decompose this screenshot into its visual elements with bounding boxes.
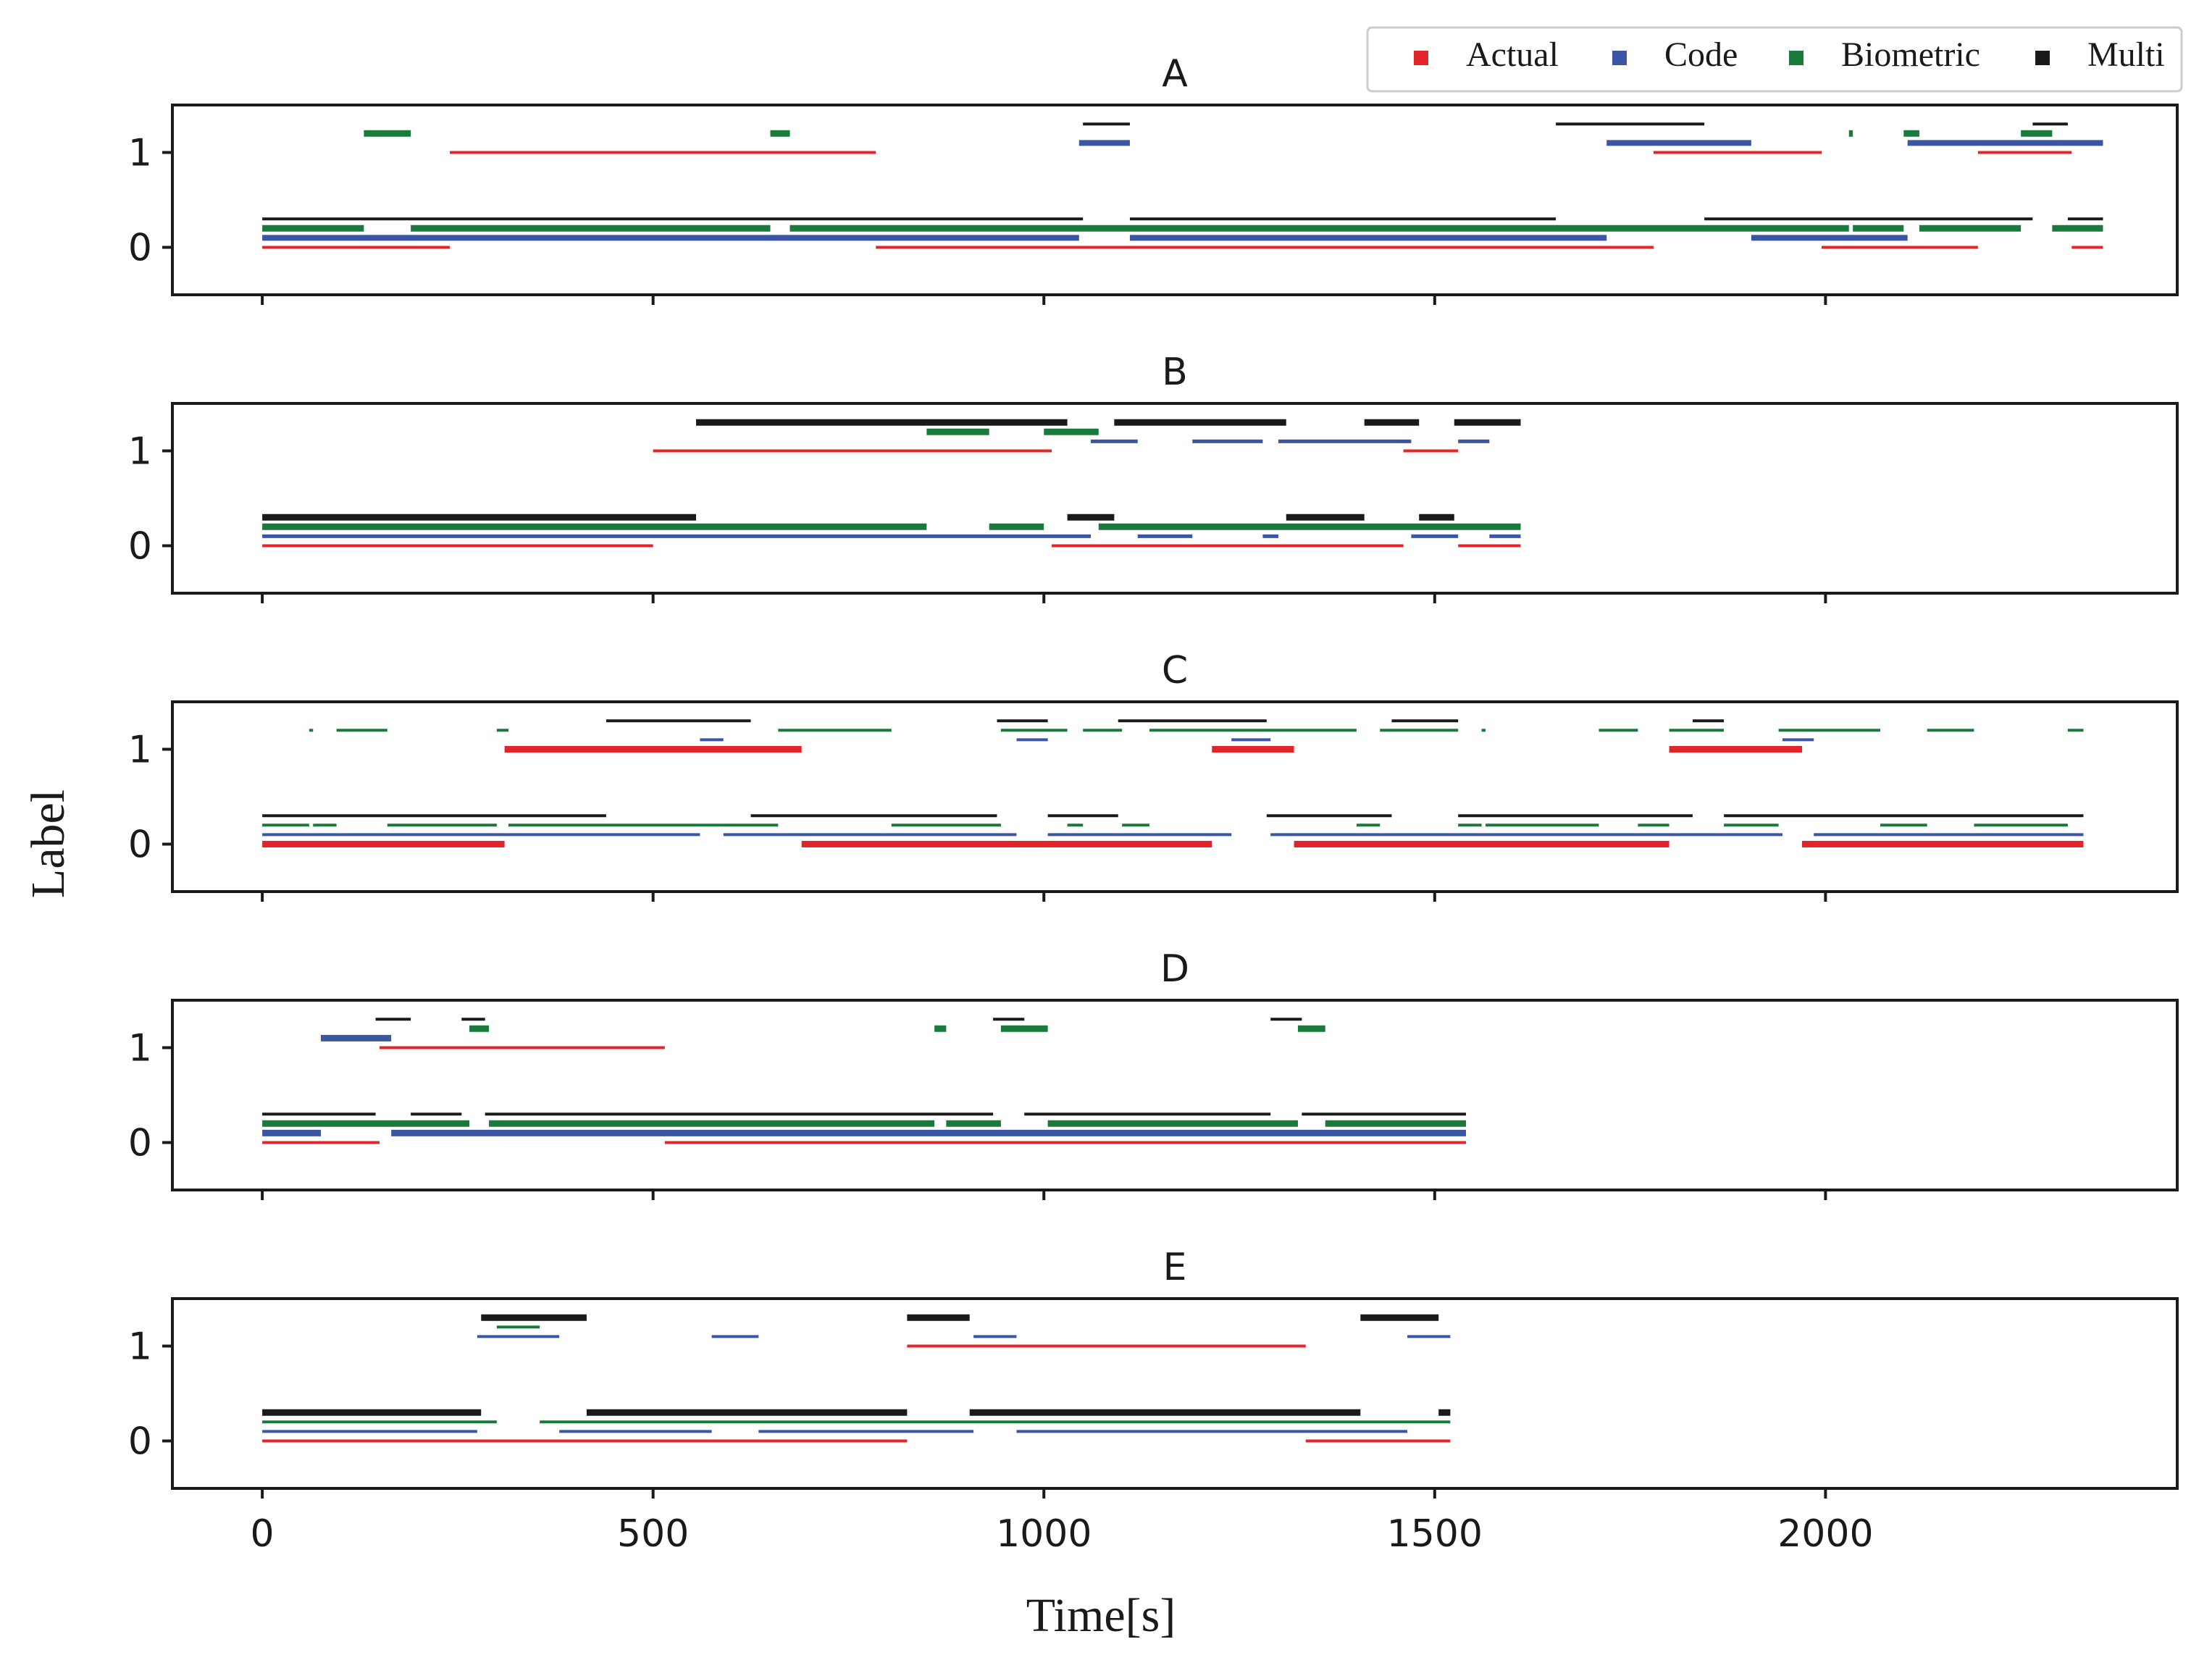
x-tick-label: 1000 xyxy=(996,1512,1092,1556)
panel-E: E 0 1 0 500 1000 1500 2000 xyxy=(128,1246,2179,1556)
series-actual xyxy=(262,151,2103,249)
panel-B: B 0 1 xyxy=(128,351,2179,603)
series-actual xyxy=(262,1046,1466,1144)
series-code xyxy=(262,140,2103,241)
x-tick-label: 0 xyxy=(251,1512,275,1556)
y-tick-label: 0 xyxy=(128,525,152,569)
x-tick-label: 2000 xyxy=(1777,1512,1873,1556)
panel-title: D xyxy=(1160,947,1189,991)
y-tick-label: 1 xyxy=(128,132,152,175)
legend-swatch xyxy=(1414,51,1428,65)
legend-label: Multi xyxy=(2087,35,2165,74)
x-axis-label: Time[s] xyxy=(1026,1589,1176,1642)
y-tick-label: 0 xyxy=(128,1122,152,1165)
series-actual xyxy=(262,449,1521,548)
legend: Actual Code Biometric Multi xyxy=(1366,26,2183,93)
panel-title: C xyxy=(1162,649,1188,692)
panel-title: B xyxy=(1162,351,1188,394)
series-biometric xyxy=(262,729,2084,827)
panel-D: D 0 1 xyxy=(128,947,2179,1200)
x-tick-label: 500 xyxy=(617,1512,689,1556)
y-tick-label: 0 xyxy=(128,823,152,867)
x-tick-label: 1500 xyxy=(1387,1512,1483,1556)
series-multi xyxy=(262,1314,1451,1416)
series-multi xyxy=(262,1018,1466,1116)
panel-frame xyxy=(171,700,2179,893)
legend-entry: Code xyxy=(1612,35,1738,74)
legend-label: Code xyxy=(1664,35,1738,74)
y-axis-label: Label xyxy=(22,789,75,898)
legend-label: Actual xyxy=(1466,35,1559,74)
y-tick-label: 0 xyxy=(128,1420,152,1464)
panel-A: A 0 1 xyxy=(128,52,2179,305)
series-biometric xyxy=(262,130,2103,232)
series-multi xyxy=(262,122,2103,221)
legend-swatch xyxy=(1789,51,1803,65)
legend-swatch xyxy=(1612,51,1627,65)
panel-frame xyxy=(171,104,2179,296)
panels-layer: A 0 1 B 0 1 C 0 1 D 0 1 E 0 1 0 500 1000 1500 2000 xyxy=(128,52,2179,1556)
series-code xyxy=(262,738,2084,837)
series-actual xyxy=(262,746,2084,847)
series-code xyxy=(262,1034,1466,1136)
series-code xyxy=(262,1335,1451,1433)
panel-frame xyxy=(171,402,2179,595)
y-tick-label: 1 xyxy=(128,729,152,772)
series-actual xyxy=(262,1344,1451,1443)
y-tick-label: 1 xyxy=(128,1027,152,1070)
series-code xyxy=(262,439,1521,538)
y-tick-label: 1 xyxy=(128,430,152,474)
panel-title: A xyxy=(1162,52,1188,96)
panel-frame xyxy=(171,999,2179,1191)
legend-frame xyxy=(1366,26,2183,93)
legend-swatch xyxy=(2035,51,2050,65)
panel-title: E xyxy=(1163,1246,1187,1289)
legend-entry: Multi xyxy=(2035,35,2165,74)
series-biometric xyxy=(262,1325,1451,1424)
y-tick-label: 1 xyxy=(128,1325,152,1369)
legend-entry: Biometric xyxy=(1789,35,1980,74)
series-multi xyxy=(262,719,2084,818)
legend-entry: Actual xyxy=(1414,35,1559,74)
y-tick-label: 0 xyxy=(128,227,152,270)
series-biometric xyxy=(262,1025,1466,1127)
legend-label: Biometric xyxy=(1841,35,1980,74)
panel-frame xyxy=(171,1297,2179,1490)
panel-C: C 0 1 xyxy=(128,649,2179,902)
series-multi xyxy=(262,419,1521,521)
series-biometric xyxy=(262,428,1521,530)
